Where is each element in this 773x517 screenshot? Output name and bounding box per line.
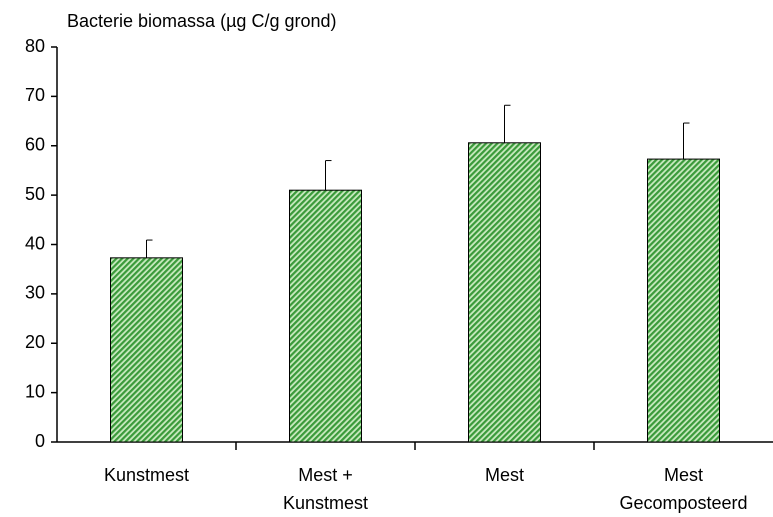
- bar: [647, 158, 720, 443]
- bar: [110, 257, 183, 443]
- y-tick-label: 0: [35, 431, 45, 451]
- y-tick-label: 20: [25, 332, 45, 352]
- y-tick-label: 30: [25, 283, 45, 303]
- y-tick-label: 70: [25, 85, 45, 105]
- y-tick-label: 80: [25, 36, 45, 56]
- x-tick-label: Mest Gecomposteerd: [619, 465, 747, 513]
- y-tick-label: 60: [25, 135, 45, 155]
- bar: [468, 142, 541, 443]
- x-tick-label: Mest + Kunstmest: [283, 465, 368, 513]
- y-tick-label: 40: [25, 233, 45, 253]
- y-tick-label: 10: [25, 381, 45, 401]
- chart-title: Bacterie biomassa (µg C/g grond): [67, 11, 337, 31]
- y-tick-label: 50: [25, 184, 45, 204]
- x-tick-label: Kunstmest: [104, 465, 189, 485]
- bar: [289, 189, 362, 443]
- x-tick-label: Mest: [485, 465, 524, 485]
